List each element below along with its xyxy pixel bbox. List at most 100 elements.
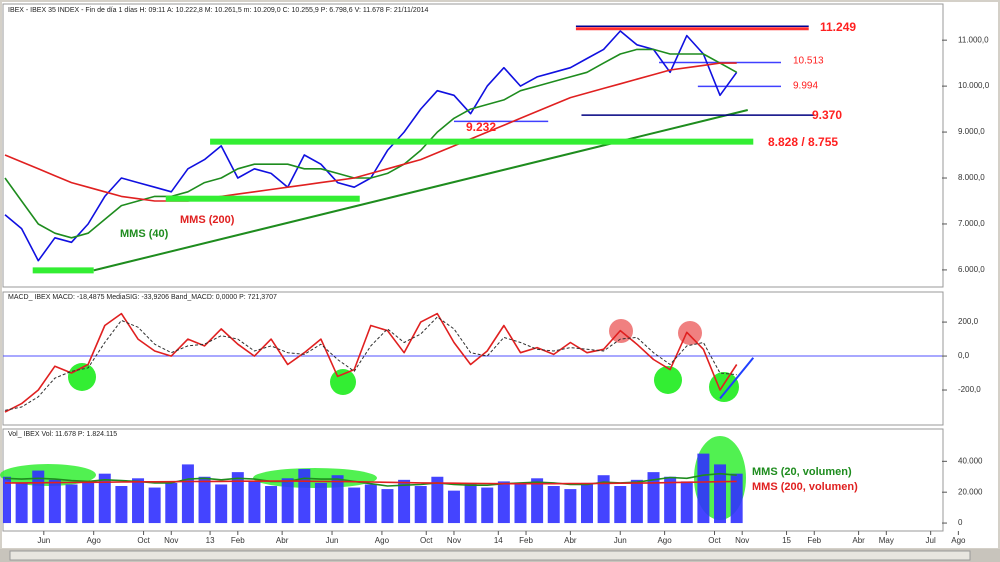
panel-frame [2, 3, 944, 288]
plot-area [3, 453, 743, 524]
volume-bar [48, 479, 61, 524]
panel-title: IBEX - IBEX 35 INDEX - Fin de día 1 días… [8, 7, 429, 14]
support-band [210, 138, 754, 145]
volume-bar [331, 475, 344, 524]
panel-frame [2, 291, 944, 426]
trendline [719, 357, 755, 400]
volume-bar [314, 482, 327, 524]
volume-bar [647, 472, 660, 524]
series-label: MMS (200) [180, 214, 235, 226]
series-label: MMS (200, volumen) [752, 481, 858, 493]
x-tick-label: Oct [708, 536, 721, 545]
x-tick-label: Ago [951, 536, 966, 545]
highlight-circle [709, 372, 739, 402]
y-tick-label: 40.000 [958, 456, 983, 465]
y-tick-label: 7.000,0 [958, 219, 985, 228]
volume-bar [431, 476, 444, 524]
x-tick-label: Ago [657, 536, 672, 545]
volume-bar [730, 473, 743, 524]
support-band [32, 267, 94, 274]
x-tick-label: Feb [519, 536, 533, 545]
x-tick-label: Ago [375, 536, 390, 545]
volume-bar [231, 472, 244, 524]
x-tick-label: Jun [37, 536, 50, 545]
x-tick-label: Jun [326, 536, 339, 545]
x-tick-label: Ago [87, 536, 102, 545]
volume-bar [547, 486, 560, 524]
volume-bar [3, 476, 11, 524]
volume-bar [531, 478, 544, 524]
volume-bar [198, 476, 211, 524]
volume-bar [514, 484, 527, 524]
volume-bar [597, 475, 610, 524]
x-tick-label: Abr [852, 536, 865, 545]
x-tick-label: Feb [231, 536, 245, 545]
band-label: 8.828 / 8.755 [768, 135, 838, 149]
y-tick-label: 6.000,0 [958, 265, 985, 274]
volume-bar [481, 487, 494, 524]
y-tick-label: 0,0 [958, 351, 970, 360]
series-label: MMS (20, volumen) [752, 466, 852, 478]
series-line [4, 312, 738, 413]
series-line [4, 62, 737, 202]
volume-bar [248, 481, 261, 524]
volume-bar [447, 490, 460, 524]
y-tick-label: 20.000 [958, 487, 983, 496]
volume-bar [664, 476, 677, 524]
highlight-circle [678, 321, 702, 345]
volume-bar [581, 482, 593, 524]
y-tick-label: 9.000,0 [958, 127, 985, 136]
highlight-circle [330, 369, 356, 395]
x-tick-label: Abr [276, 536, 289, 545]
y-tick-label: 10.000,0 [958, 81, 990, 90]
y-tick-label: 0 [958, 518, 963, 527]
series-label: MMS (40) [120, 228, 169, 240]
volume-bar [614, 486, 627, 524]
x-tick-label: Feb [807, 536, 821, 545]
volume-bar [148, 487, 161, 524]
volume-bar [281, 478, 294, 524]
highlight-circle [68, 363, 96, 391]
volume-bar [65, 484, 78, 524]
x-tick-label: 13 [206, 536, 215, 545]
x-tick-label: Abr [564, 536, 577, 545]
support-band [165, 195, 360, 202]
level-label: 9.370 [812, 108, 842, 122]
level-label: 10.513 [793, 56, 824, 67]
volume-bar [564, 489, 577, 524]
volume-bar [381, 489, 394, 524]
x-tick-label: Nov [164, 536, 178, 545]
volume-bar [714, 464, 727, 524]
series-line [4, 316, 737, 411]
panel-title: Vol_ IBEX Vol: 11.678 P: 1.824.115 [8, 431, 117, 438]
volume-bar [82, 481, 95, 524]
y-tick-label: -200,0 [958, 385, 981, 394]
y-tick-label: 200,0 [958, 317, 979, 326]
volume-bar [364, 484, 377, 524]
plot-area [4, 25, 815, 272]
panel-title: MACD_ IBEX MACD: -18,4875 MediaSIG: -33,… [8, 294, 277, 301]
scrollbar-track[interactable] [9, 550, 971, 561]
volume-bar [181, 464, 194, 524]
volume-bar [98, 473, 111, 524]
series-line [4, 48, 738, 239]
level-label: 9.994 [793, 81, 818, 92]
y-tick-label: 11.000,0 [958, 35, 989, 44]
x-tick-label: Nov [735, 536, 749, 545]
volume-bar [630, 479, 643, 524]
x-tick-label: 15 [782, 536, 791, 545]
x-tick-label: Jun [614, 536, 627, 545]
volume-bar [265, 486, 278, 524]
x-tick-label: Jul [926, 536, 936, 545]
volume-bar [398, 479, 411, 524]
volume-bar [32, 470, 45, 524]
level-label: 9.232 [466, 120, 496, 134]
volume-bar [414, 486, 427, 524]
volume-bar [464, 482, 477, 524]
series-line [5, 480, 737, 485]
highlight-circle [654, 366, 682, 394]
volume-bar [348, 487, 361, 524]
volume-bar [298, 469, 311, 524]
